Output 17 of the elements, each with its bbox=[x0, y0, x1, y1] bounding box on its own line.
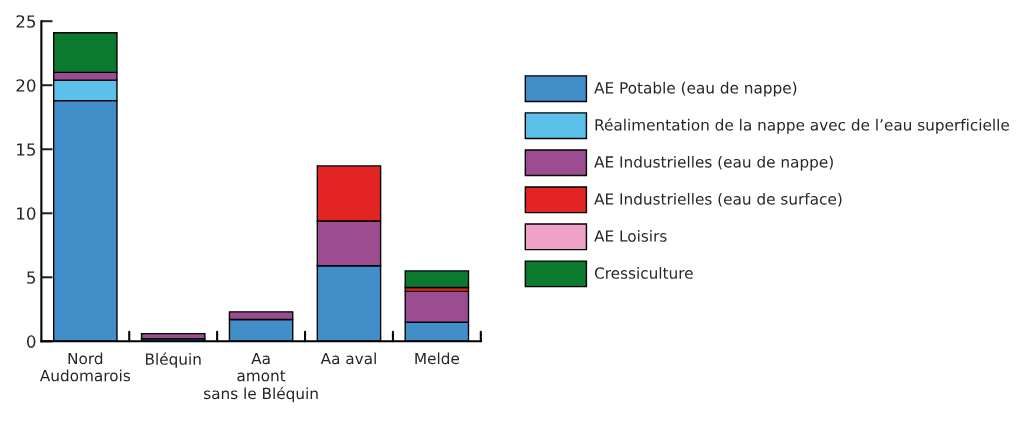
x-tick-label: Aa amont sans le Bléquin bbox=[204, 352, 318, 403]
legend-label: Cressiculture bbox=[594, 267, 693, 279]
legend-label: AE Industrielles (eau de surface) bbox=[594, 192, 842, 207]
y-tick-label: 10 bbox=[17, 207, 36, 220]
y-tick-label: 0 bbox=[26, 335, 36, 348]
x-tick-label: Melde bbox=[415, 352, 460, 365]
legend-label: AE Loisirs bbox=[594, 230, 667, 242]
legend-label: Réalimentation de la nappe avec de l’eau superficielle bbox=[595, 118, 1009, 134]
y-tick-label: 20 bbox=[16, 79, 36, 92]
legend-label: AE Industrielles (eau de nappe) bbox=[594, 155, 833, 171]
legend-label: AE Potable (eau de nappe) bbox=[594, 81, 797, 97]
y-tick-label: 15 bbox=[17, 143, 36, 156]
y-tick-label: 25 bbox=[16, 15, 36, 28]
x-tick-label: Aa aval bbox=[320, 352, 376, 365]
x-tick-label: Bléquin bbox=[145, 352, 201, 368]
y-tick-label: 5 bbox=[27, 271, 36, 284]
x-tick-label: Nord Audomarois bbox=[39, 352, 131, 382]
